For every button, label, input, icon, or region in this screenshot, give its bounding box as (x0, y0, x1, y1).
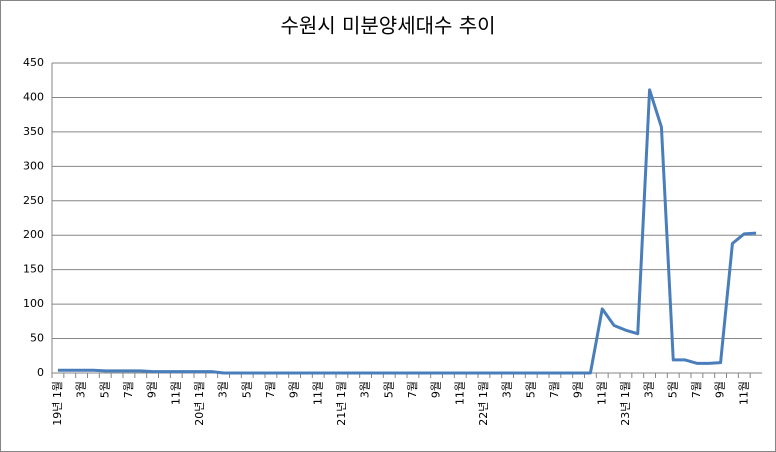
data-line (57, 88, 757, 375)
y-tick-label: 100 (23, 297, 44, 310)
x-tick-label: 11월 (595, 381, 608, 405)
x-tick-label: 5월 (524, 381, 537, 398)
x-tick-label: 5월 (382, 381, 395, 398)
y-tick-label: 150 (23, 263, 44, 276)
x-tick-label: 3월 (75, 381, 88, 398)
x-tick-label: 7월 (122, 381, 135, 398)
x-tick-label: 3월 (643, 381, 656, 398)
x-tick-label: 9월 (146, 381, 159, 398)
x-tick-label: 9월 (572, 381, 585, 398)
x-tick-label: 7월 (548, 381, 561, 398)
x-tick-label: 3월 (217, 381, 230, 398)
x-tick-label: 7월 (264, 381, 277, 398)
y-tick-label: 200 (23, 228, 44, 241)
x-tick-label: 19년 1월 (51, 381, 64, 426)
x-tick-label: 7월 (690, 381, 703, 398)
x-tick-label: 20년 1월 (193, 381, 206, 426)
x-tick-label: 3월 (501, 381, 514, 398)
x-tick-label: 5월 (98, 381, 111, 398)
x-tick-label: 9월 (430, 381, 443, 398)
x-tick-label: 5월 (666, 381, 679, 398)
x-tick-label: 3월 (359, 381, 372, 398)
x-tick-label: 22년 1월 (477, 381, 490, 426)
y-tick-label: 300 (23, 159, 44, 172)
y-tick-label: 50 (30, 332, 44, 345)
x-tick-label: 9월 (714, 381, 727, 398)
x-tick-label: 23년 1월 (619, 381, 632, 426)
x-tick-label: 11월 (169, 381, 182, 405)
x-tick-label: 11월 (737, 381, 750, 405)
x-tick-label: 9월 (288, 381, 301, 398)
y-tick-label: 250 (23, 194, 44, 207)
x-tick-label: 11월 (453, 381, 466, 405)
x-tick-label: 11월 (311, 381, 324, 405)
x-tick-label: 7월 (406, 381, 419, 398)
y-tick-label: 400 (23, 90, 44, 103)
chart-title: 수원시 미분양세대수 추이 (280, 14, 495, 38)
y-tick-label: 450 (23, 56, 44, 69)
y-tick-label: 350 (23, 125, 44, 138)
y-tick-label: 0 (37, 366, 44, 379)
x-tick-label: 21년 1월 (335, 381, 348, 426)
x-tick-label: 5월 (240, 381, 253, 398)
